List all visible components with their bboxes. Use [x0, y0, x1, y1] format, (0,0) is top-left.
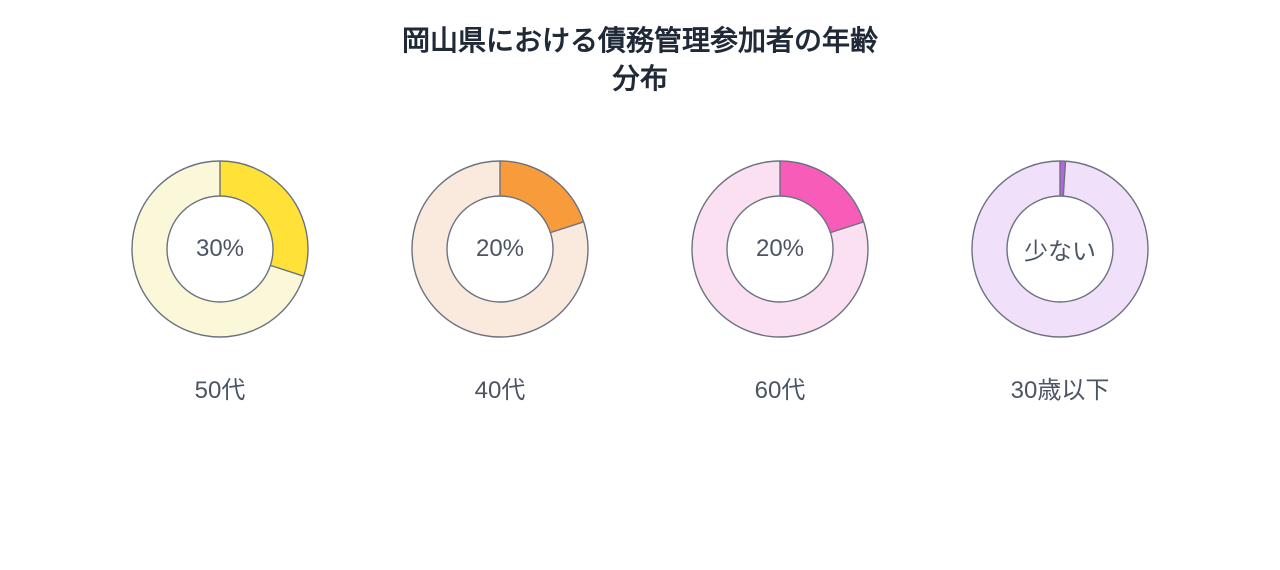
donut-wrap: 30%	[125, 154, 315, 344]
charts-row: 30% 50代 20% 40代 20% 60代 少ない 30歳以下	[125, 154, 1155, 405]
donut-center-label: 少ない	[1024, 231, 1096, 266]
donut-label: 40代	[475, 370, 526, 405]
donut-wrap: 少ない	[965, 154, 1155, 344]
donut-center-label: 30%	[196, 235, 244, 263]
donut-chart: 20% 60代	[685, 154, 875, 405]
page-title: 岡山県における債務管理参加者の年齢 分布	[402, 22, 878, 98]
title-line1: 岡山県における債務管理参加者の年齢	[402, 25, 878, 56]
donut-wrap: 20%	[685, 154, 875, 344]
donut-center-label: 20%	[476, 235, 524, 263]
donut-label: 60代	[755, 370, 806, 405]
donut-wrap: 20%	[405, 154, 595, 344]
donut-chart: 30% 50代	[125, 154, 315, 405]
donut-label: 50代	[195, 370, 246, 405]
donut-center-label: 20%	[756, 235, 804, 263]
donut-chart: 少ない 30歳以下	[965, 154, 1155, 405]
title-line2: 分布	[612, 63, 668, 94]
donut-label: 30歳以下	[1011, 370, 1110, 405]
donut-chart: 20% 40代	[405, 154, 595, 405]
